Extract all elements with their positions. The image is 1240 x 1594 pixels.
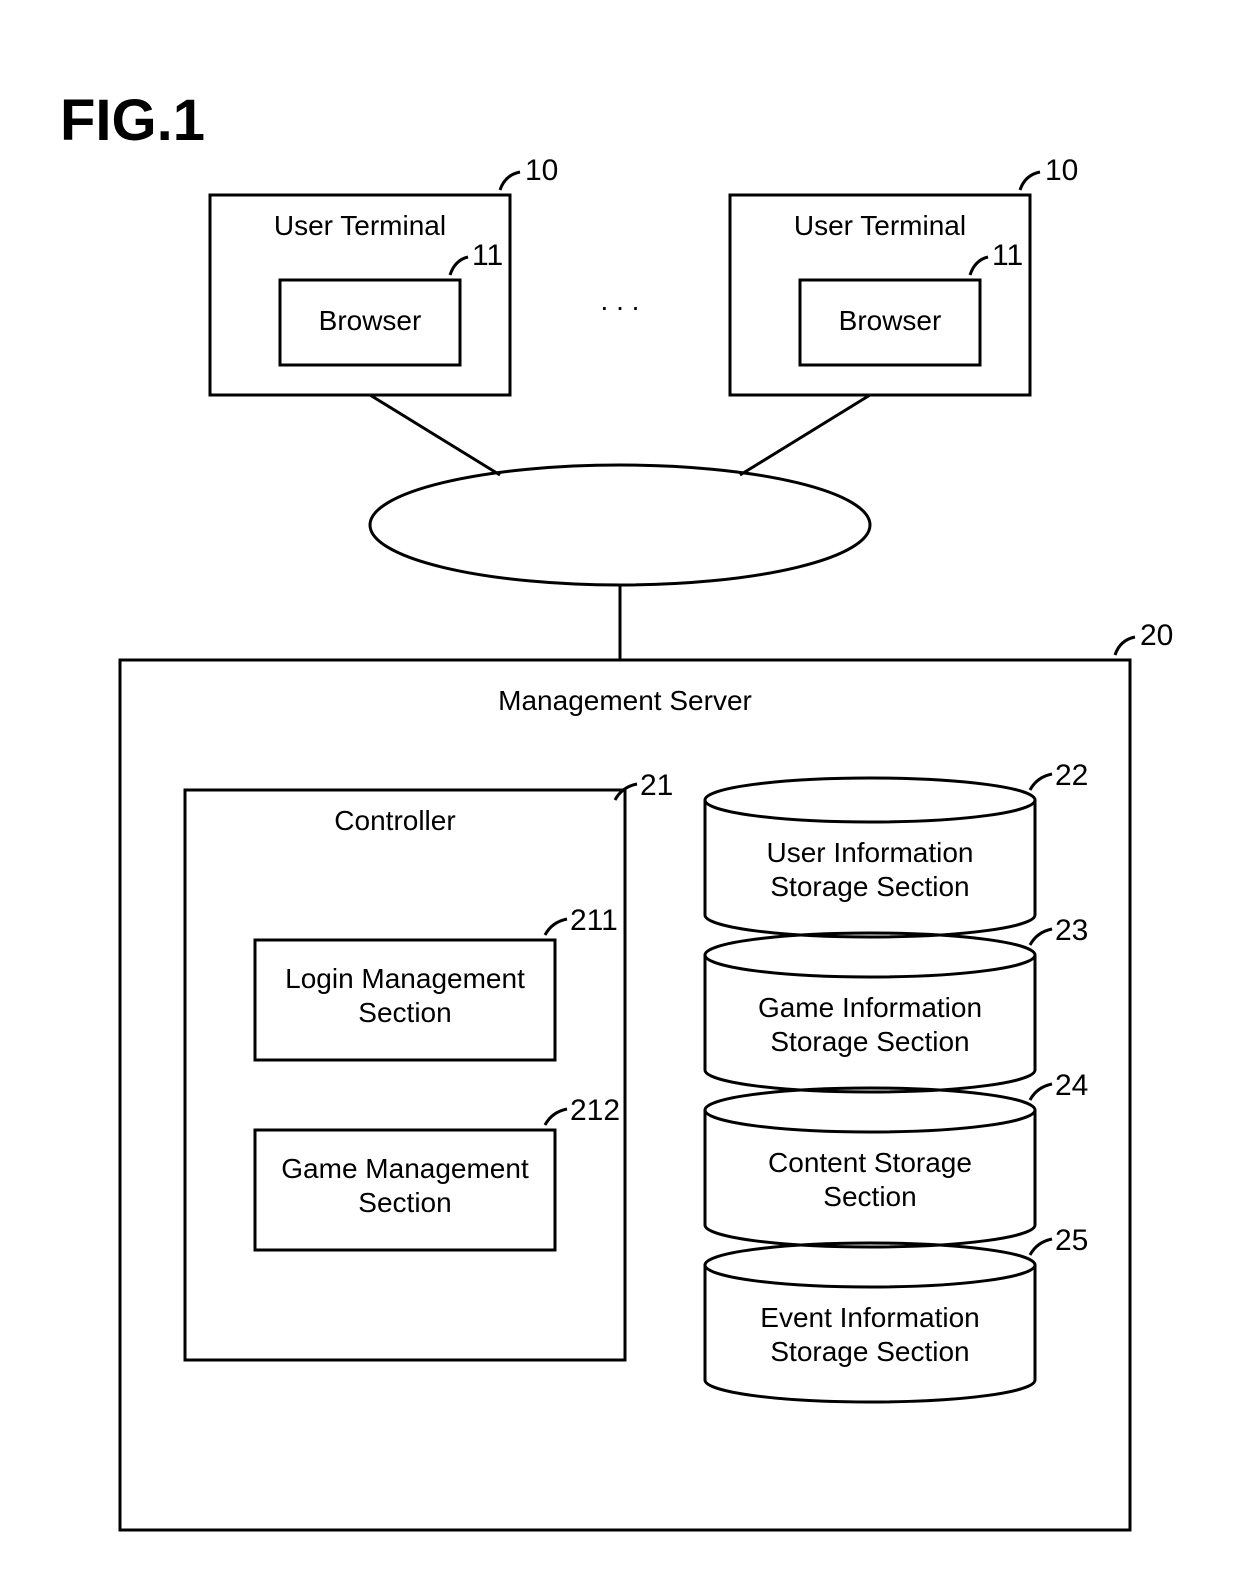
ref-212: 212 (570, 1094, 620, 1127)
ref-11-right: 11 (992, 239, 1023, 272)
storage-content: Content Storage Section 24 (705, 1069, 1088, 1247)
browser-right-label: Browser (839, 305, 942, 336)
ref-211: 211 (570, 904, 618, 937)
figure-title: FIG.1 (60, 88, 205, 153)
user-terminal-left-label: User Terminal (274, 210, 446, 241)
ref-22: 22 (1055, 759, 1088, 792)
user-terminal-right: User Terminal 10 Browser 11 (730, 154, 1078, 395)
ref-20: 20 (1140, 619, 1173, 652)
storage-2-label1: Content Storage (768, 1147, 972, 1178)
storage-0-label2: Storage Section (770, 871, 969, 902)
ref-11-left: 11 (472, 239, 503, 272)
storage-1-label1: Game Information (758, 992, 982, 1023)
controller-label: Controller (334, 805, 455, 836)
game-section-label2: Section (358, 1187, 451, 1218)
ref-23: 23 (1055, 914, 1088, 947)
ref-24: 24 (1055, 1069, 1088, 1102)
storage-3-label1: Event Information (760, 1302, 979, 1333)
storage-3-label2: Storage Section (770, 1336, 969, 1367)
user-terminal-right-label: User Terminal (794, 210, 966, 241)
ref-25: 25 (1055, 1224, 1088, 1257)
link-terminal-right-cloud (740, 395, 870, 475)
storage-2-label2: Section (823, 1181, 916, 1212)
terminals-ellipsis: . . . (601, 285, 640, 316)
system-diagram: FIG.1 User Terminal 10 Browser 11 . . . … (0, 0, 1240, 1594)
storage-0-label1: User Information (767, 837, 974, 868)
network-cloud (370, 465, 870, 585)
management-server: Management Server 20 (120, 619, 1173, 1530)
server-label: Management Server (498, 685, 752, 716)
game-section-label1: Game Management (281, 1153, 529, 1184)
login-section-label1: Login Management (285, 963, 525, 994)
ref-21: 21 (640, 769, 673, 802)
user-terminal-left: User Terminal 10 Browser 11 (210, 154, 558, 395)
login-section-label2: Section (358, 997, 451, 1028)
storage-user-info: User Information Storage Section 22 (705, 759, 1088, 937)
ref-10-right: 10 (1045, 154, 1078, 187)
storage-1-label2: Storage Section (770, 1026, 969, 1057)
storage-game-info: Game Information Storage Section 23 (705, 914, 1088, 1092)
storage-event-info: Event Information Storage Section 25 (705, 1224, 1088, 1402)
link-terminal-left-cloud (370, 395, 500, 475)
ref-10-left: 10 (525, 154, 558, 187)
browser-left-label: Browser (319, 305, 422, 336)
controller: Controller 21 Login Management Section 2… (185, 769, 673, 1360)
